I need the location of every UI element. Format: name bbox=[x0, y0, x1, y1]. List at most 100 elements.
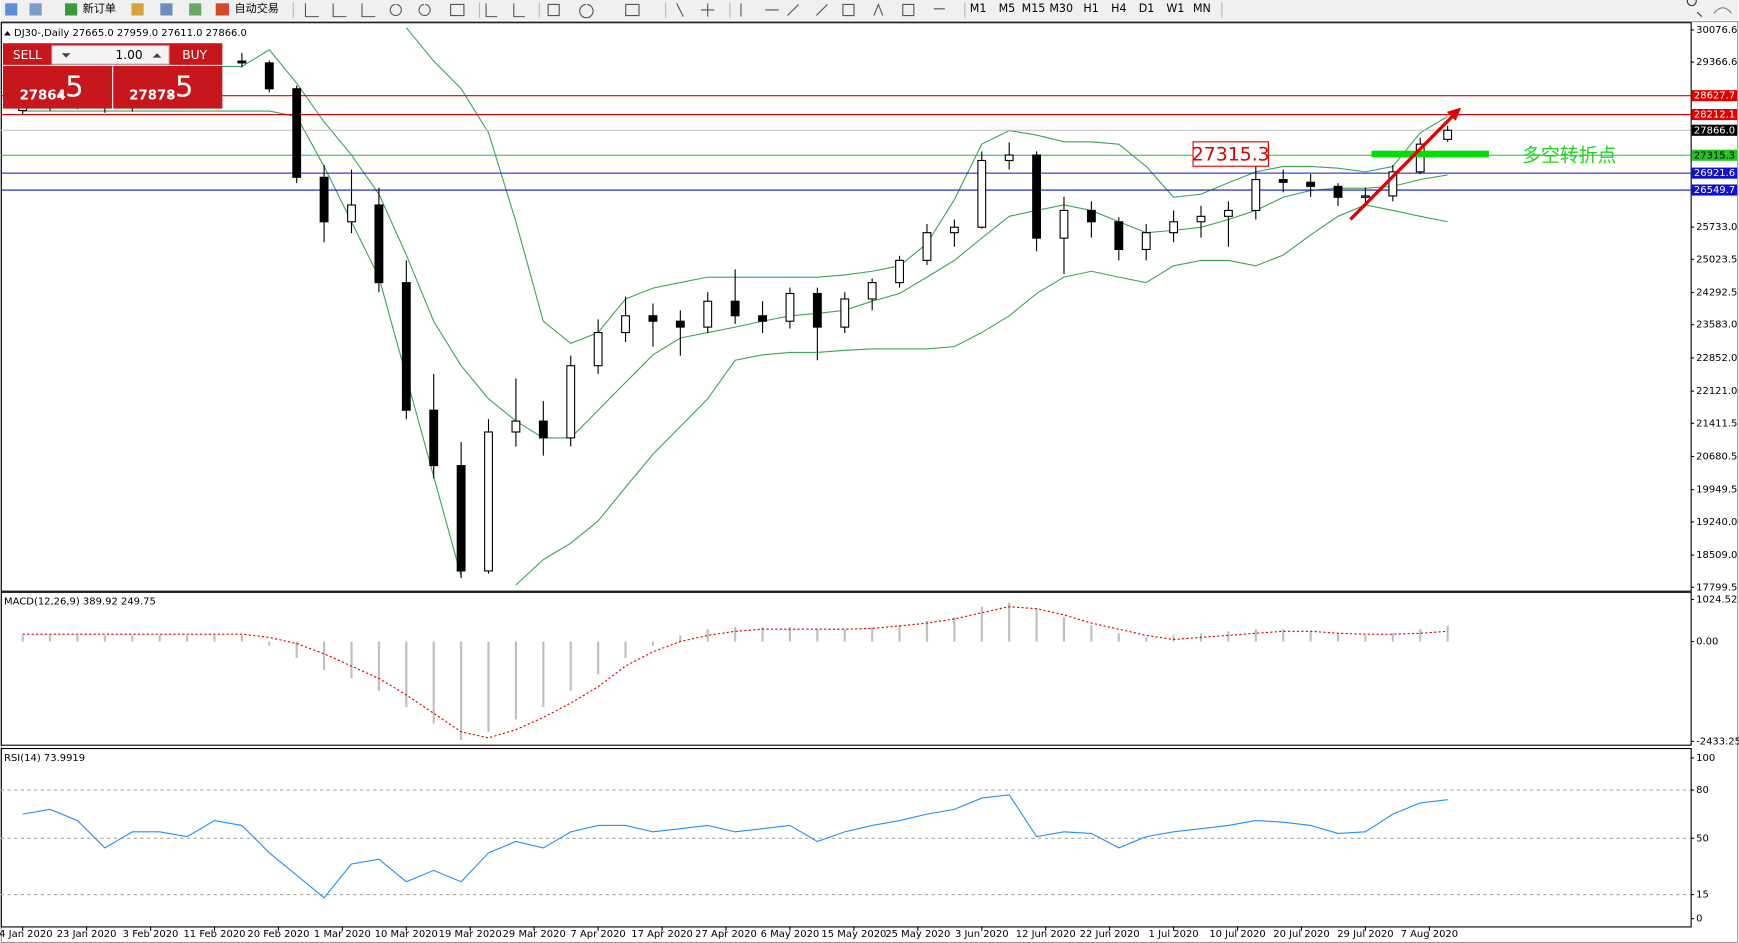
candle-body bbox=[1251, 179, 1261, 211]
y-tick-label: 29366.6 bbox=[1696, 57, 1737, 68]
candle-body bbox=[1306, 181, 1316, 187]
timeframe[interactable]: H1 bbox=[1083, 2, 1098, 15]
price-tag bbox=[1691, 90, 1738, 102]
buy-button[interactable]: BUY bbox=[182, 48, 207, 62]
candle-body bbox=[949, 226, 959, 234]
candle-body bbox=[730, 300, 740, 317]
y-tick-label: 100 bbox=[1696, 753, 1715, 764]
toolbar: 新订单 自动交易 M1 M5 M15 M30 H1 H4 D1 W1 MN bbox=[0, 0, 1739, 20]
panel-title: MACD(12,26,9) 389.92 249.75 bbox=[4, 597, 156, 608]
candle-body bbox=[1169, 221, 1179, 234]
volume-box[interactable] bbox=[51, 44, 170, 65]
x-tick-label: 29 Mar 2020 bbox=[503, 929, 566, 940]
timeframe[interactable]: H4 bbox=[1111, 2, 1126, 15]
candle-body bbox=[511, 420, 521, 433]
icon[interactable] bbox=[189, 3, 202, 16]
y-tick-label: 0.00 bbox=[1696, 637, 1718, 648]
candle-body bbox=[675, 320, 685, 328]
new-order[interactable]: 新订单 bbox=[83, 1, 116, 15]
candle-body bbox=[1223, 209, 1233, 217]
price-tag bbox=[1691, 149, 1738, 161]
x-tick-label: 6 May 2020 bbox=[761, 929, 820, 940]
price-tag bbox=[1691, 124, 1738, 136]
candle-body bbox=[922, 232, 932, 261]
candle-body bbox=[237, 60, 247, 64]
candle-body bbox=[1196, 215, 1206, 223]
panel-frame bbox=[0, 591, 1692, 746]
x-tick-label: 3 Feb 2020 bbox=[123, 929, 179, 940]
sell-button[interactable]: SELL bbox=[13, 48, 42, 62]
icon[interactable] bbox=[131, 3, 144, 16]
timeframe[interactable]: M15 bbox=[1022, 2, 1046, 15]
timeframe[interactable]: M1 bbox=[970, 2, 987, 15]
bid-price[interactable]: 27864 bbox=[20, 88, 66, 103]
candle-body bbox=[1032, 154, 1042, 239]
x-tick-label: 15 May 2020 bbox=[821, 929, 886, 940]
y-tick-label: 17799.5 bbox=[1696, 582, 1737, 593]
y-tick-label: 18509.0 bbox=[1696, 550, 1737, 561]
timeframe[interactable]: D1 bbox=[1139, 2, 1155, 15]
candle-body bbox=[1086, 209, 1096, 223]
candle-body bbox=[1004, 154, 1014, 162]
ask-pip[interactable]: .5 bbox=[166, 70, 193, 104]
bid-pip[interactable]: .5 bbox=[56, 70, 83, 104]
signal-icon[interactable] bbox=[1713, 7, 1733, 14]
x-tick-label: 3 Jun 2020 bbox=[955, 929, 1009, 940]
candle-body bbox=[758, 315, 767, 322]
x-tick-label: 7 Aug 2020 bbox=[1401, 929, 1459, 940]
candle-body bbox=[347, 204, 356, 223]
icon[interactable] bbox=[29, 3, 42, 16]
x-tick-label: 10 Jul 2020 bbox=[1209, 929, 1265, 940]
price-tag bbox=[1691, 109, 1738, 121]
y-tick-label: 80 bbox=[1696, 785, 1709, 796]
series-line bbox=[22, 110, 462, 577]
volume[interactable]: 1.00 bbox=[115, 48, 142, 62]
price-tag-label: 28212.1 bbox=[1694, 110, 1735, 121]
x-tick-label: 14 Jan 2020 bbox=[0, 929, 53, 940]
ask-price[interactable]: 27878 bbox=[129, 88, 175, 103]
y-tick-label: 15 bbox=[1696, 890, 1709, 901]
series-line bbox=[22, 794, 1448, 899]
candle-body bbox=[1059, 209, 1069, 239]
candle-body bbox=[374, 204, 384, 284]
x-tick-label: 10 Mar 2020 bbox=[375, 929, 438, 940]
y-tick-label: 19949.5 bbox=[1696, 485, 1737, 496]
x-tick-label: 12 Jun 2020 bbox=[1016, 929, 1076, 940]
timeframe[interactable]: W1 bbox=[1166, 2, 1184, 15]
candle-body bbox=[1388, 171, 1398, 197]
plot: 30076.6 29366.6 25733.0 25023.5 24292.5 23583… bbox=[0, 22, 1739, 940]
series-line bbox=[22, 606, 1448, 739]
timeframe[interactable]: M30 bbox=[1049, 2, 1073, 15]
price-tag-label: 27315.3 bbox=[1694, 150, 1735, 161]
price-tag-label: 26549.7 bbox=[1694, 185, 1735, 196]
candle-body bbox=[812, 292, 822, 328]
x-tick-label: 17 Apr 2020 bbox=[631, 929, 693, 940]
price-tag-label: 26921.6 bbox=[1694, 168, 1735, 179]
y-tick-label: 19240.0 bbox=[1696, 517, 1737, 528]
timeframe[interactable]: M5 bbox=[999, 2, 1016, 15]
candle-body bbox=[867, 282, 877, 300]
tool-icons[interactable] bbox=[304, 2, 945, 19]
candle-body bbox=[977, 159, 987, 228]
auto-trading[interactable]: 自动交易 bbox=[235, 1, 279, 15]
candle-body bbox=[1278, 179, 1288, 183]
candle-body bbox=[429, 409, 439, 467]
icon[interactable] bbox=[65, 3, 78, 16]
x-tick-label: 23 Jan 2020 bbox=[57, 929, 117, 940]
candle-body bbox=[1443, 129, 1453, 140]
x-tick-label: 20 Feb 2020 bbox=[247, 929, 309, 940]
icon[interactable] bbox=[215, 3, 230, 16]
y-tick-label: 50 bbox=[1696, 833, 1709, 844]
search-icon[interactable] bbox=[1686, 0, 1703, 18]
candle-body bbox=[1333, 185, 1343, 198]
y-tick-label: 1024.52 bbox=[1696, 595, 1737, 606]
candle-body bbox=[566, 365, 576, 439]
x-tick-label: 1 Jul 2020 bbox=[1149, 929, 1199, 940]
timeframe[interactable]: MN bbox=[1193, 2, 1211, 15]
separators bbox=[292, 2, 1223, 18]
icon[interactable] bbox=[5, 3, 18, 16]
icon[interactable] bbox=[160, 3, 173, 16]
candle-body bbox=[292, 88, 302, 178]
x-tick-label: 20 Jul 2020 bbox=[1273, 929, 1329, 940]
